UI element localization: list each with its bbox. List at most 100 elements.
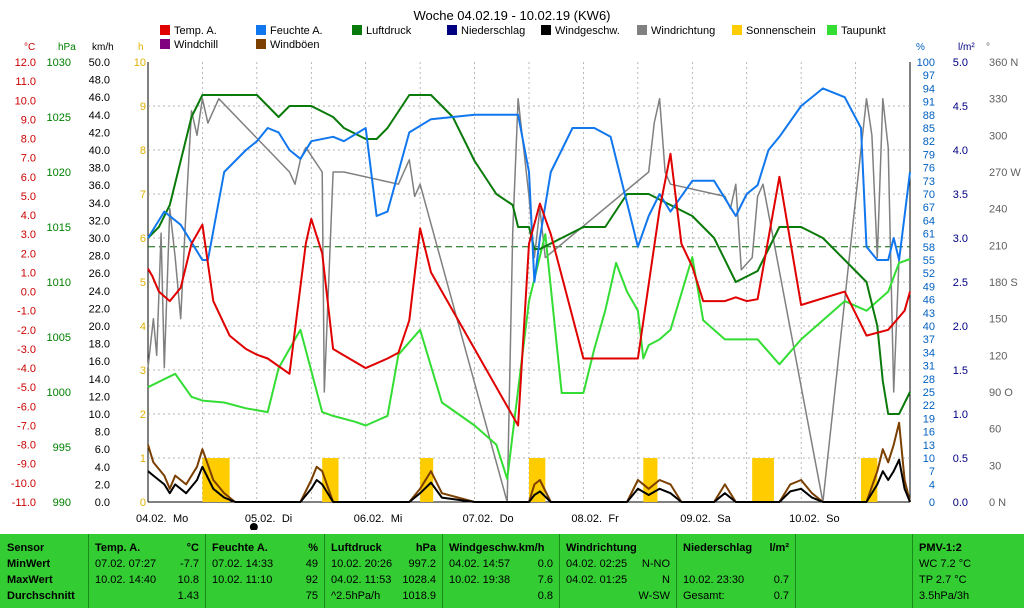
axis-tick-label: -3.0 [17,344,36,356]
axis-tick-label: 9 [140,101,146,113]
axis-tick-label: 4.5 [953,101,968,113]
x-axis-date-label: 10.02. [789,513,820,525]
wind-min-value: 0.0 [537,558,553,570]
stats-pmv-column: PMV-1:2 WC 7.2 °C TP 2.7 °C 3.5hPa/3h [913,534,1024,608]
axis-tick-label: 3.0 [953,233,968,245]
axis-tick-label: 0.0 [953,497,968,509]
sunshine-bar [643,458,658,502]
hum-max-time: 10.02. 11:10 [212,574,273,586]
axis-tick-label: 1020 [47,167,71,179]
temp-max-value: 10.8 [177,574,199,586]
legend-label: Sonnenschein [746,25,816,37]
pmv-dewpoint: TP 2.7 °C [919,574,967,586]
axis-tick-label: 94 [923,83,935,95]
x-axis-date-label: 09.02. [680,513,711,525]
axis-tick-label: 4.0 [21,210,36,222]
axis-unit-label: ° [986,42,990,53]
x-axis-day-label: Sa [717,513,731,525]
stats-pressure-column: Luftdruck hPa 10.02. 20:26 997.2 04.02. … [325,534,442,608]
axis-tick-label: 990 [53,497,71,509]
axis-tick-label: 73 [923,176,935,188]
axis-tick-label: -8.0 [17,440,36,452]
axis-tick-label: 360 N [989,57,1018,69]
axis-tick-label: 240 [989,204,1007,216]
axis-tick-label: 3.0 [21,229,36,241]
x-axis-date-label: 06.02. [354,513,385,525]
axis-tick-label: 48.0 [89,75,110,87]
x-axis-day-label: Di [282,513,292,525]
axis-tick-label: 13 [923,440,935,452]
stats-wind-column: Windgeschw.km/h 04.02. 14:57 0.0 10.02. … [443,534,559,608]
axis-tick-label: 82 [923,136,935,148]
axis-tick-label: 10.0 [89,409,110,421]
chart-axes: °C12.011.010.09.08.07.06.05.04.03.02.01.… [11,42,1021,509]
pmv-pressure-trend: 3.5hPa/3h [919,590,970,602]
axis-tick-label: 22.0 [89,303,110,315]
press-min-time: 10.02. 20:26 [331,558,393,570]
axis-tick-label: 16 [923,427,935,439]
axis-tick-label: 18.0 [89,339,110,351]
temp-avg-value: 1.43 [177,590,199,602]
x-axis-labels: 04.02. Mo 05.02. Di 06.02. Mi 07.02. Do 08.02. Fr… [136,513,840,530]
axis-tick-label: 300 [989,130,1007,142]
axis-tick-label: 4.0 [95,462,110,474]
legend-swatch [352,25,362,35]
axis-tick-label: 5.0 [21,191,36,203]
axis-tick-label: 1 [140,453,146,465]
axis-tick-label: 42.0 [89,127,110,139]
axis-tick-label: 49 [923,281,935,293]
stats-header-direction: Windrichtung [566,542,637,554]
legend-label: Windchill [174,39,218,51]
axis-tick-label: 34.0 [89,198,110,210]
hum-max-value: 92 [305,574,318,586]
press-max-time: 04.02. 11:53 [331,574,392,586]
axis-tick-label: 28.0 [89,251,110,263]
axis-tick-label: 1.0 [21,267,36,279]
stats-header-humidity-unit: % [308,542,318,554]
series-line-windb-en [147,421,911,503]
axis-tick-label: 0 [929,497,935,509]
press-trend-label: ^2.5hPa/h [331,590,381,602]
stats-direction-column: Windrichtung 04.02. 02:25 N-NO 04.02. 01… [560,534,676,608]
stats-header-pmv: PMV-1:2 [919,542,962,554]
axis-tick-label: 34 [923,347,935,359]
dir-max-value: N [662,574,670,586]
sunshine-bar [752,458,774,502]
stats-header-humidity: Feuchte A. [212,542,268,554]
axis-unit-label: hPa [58,42,76,53]
axis-tick-label: 2.0 [953,321,968,333]
axis-tick-label: 7 [929,466,935,478]
stats-header-wind: Windgeschw.km/h [449,542,545,554]
x-axis-day-label: Mi [391,513,403,525]
legend-label: Taupunkt [841,25,886,37]
dir-min-value: N-NO [641,558,670,570]
axis-tick-label: 38.0 [89,163,110,175]
axis-tick-label: 28 [923,374,935,386]
axis-tick-label: 46 [923,295,935,307]
axis-tick-label: 60 [989,424,1001,436]
axis-tick-label: 90 O [989,387,1013,399]
axis-tick-label: 58 [923,242,935,254]
axis-tick-label: 61 [923,229,935,241]
axis-tick-label: 6.0 [95,444,110,456]
stats-row-avg-label: Durchschnitt [7,590,75,602]
x-axis-day-label: Fr [608,513,619,525]
axis-tick-label: 85 [923,123,935,135]
axis-tick-label: 270 W [989,167,1021,179]
axis-tick-label: 6 [140,233,146,245]
axis-tick-label: 30.0 [89,233,110,245]
stats-humidity-column: Feuchte A. % 07.02. 14:33 49 10.02. 11:1… [206,534,324,608]
axis-tick-label: 150 [989,314,1007,326]
wind-max-value: 7.6 [537,574,553,586]
hum-min-time: 07.02. 14:33 [212,558,274,570]
axis-tick-label: 2.0 [95,479,110,491]
rain-total-value: 0.7 [773,590,789,602]
stats-header-pressure: Luftdruck [331,542,382,554]
axis-unit-label: °C [24,42,35,53]
stats-temp-column: Temp. A. °C 07.02. 07:27 -7.7 10.02. 14:… [89,534,205,608]
axis-tick-label: 330 [989,94,1007,106]
axis-tick-label: 12.0 [89,391,110,403]
axis-unit-label: l/m² [958,42,975,53]
legend-swatch [256,25,266,35]
axis-tick-label: -1.0 [17,306,36,318]
